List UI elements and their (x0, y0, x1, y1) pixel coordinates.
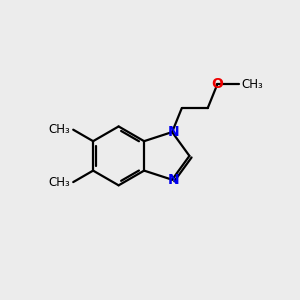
Text: N: N (168, 125, 179, 139)
Text: O: O (212, 77, 224, 91)
Text: CH₃: CH₃ (48, 176, 70, 189)
Text: N: N (168, 173, 179, 187)
Text: CH₃: CH₃ (241, 77, 263, 91)
Text: CH₃: CH₃ (48, 123, 70, 136)
